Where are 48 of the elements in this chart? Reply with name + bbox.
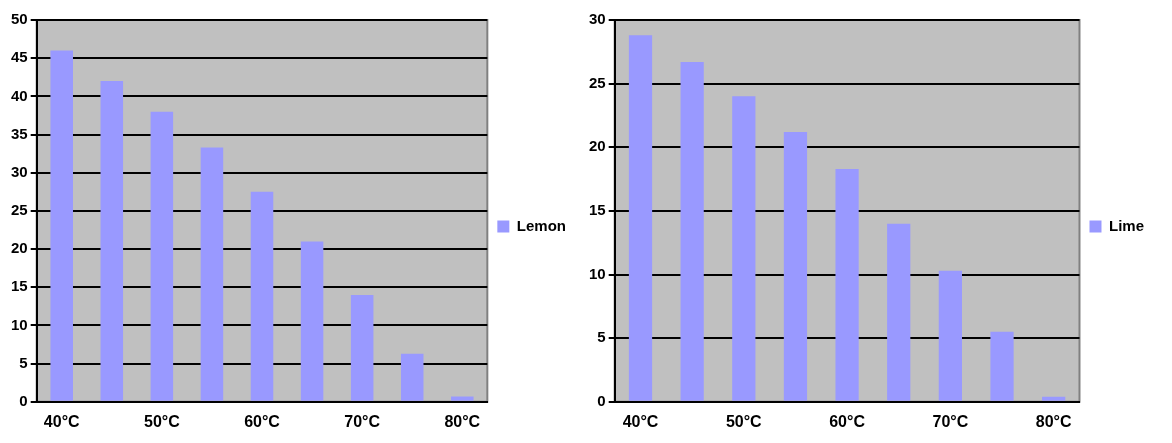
y-tick-label: 5 [19, 353, 28, 371]
y-tick-label: 20 [11, 239, 28, 257]
y-tick-label: 45 [11, 48, 28, 66]
bar [680, 62, 704, 401]
x-tick-label: 50°C [143, 412, 181, 430]
y-tick-label: 25 [589, 73, 606, 91]
bar [451, 396, 474, 401]
x-tick-label: 40°C [43, 412, 81, 430]
y-tick-label: 0 [597, 391, 606, 409]
y-tick-label: 50 [11, 10, 28, 28]
y-tick-label: 30 [589, 10, 606, 28]
bar [250, 191, 274, 401]
y-tick-label: 0 [19, 391, 28, 409]
bar [732, 96, 756, 401]
x-tick-label: 50°C [725, 412, 763, 430]
bar [350, 294, 374, 401]
x-tick-label: 40°C [622, 412, 659, 430]
bar [783, 132, 808, 401]
x-tick-label: 70°C [344, 412, 381, 430]
x-tick-label: 60°C [244, 412, 281, 430]
bar [100, 81, 124, 401]
y-tick-label: 15 [11, 277, 28, 295]
y-tick-label: 15 [589, 201, 606, 219]
x-tick-label: 60°C [829, 412, 866, 430]
bar [628, 35, 653, 401]
bar [200, 147, 224, 401]
bar [150, 111, 174, 401]
y-tick-label: 35 [11, 124, 28, 142]
legend-label: Lemon [516, 216, 566, 234]
y-tick-label: 25 [11, 201, 28, 219]
legend-label: Lime [1108, 216, 1145, 234]
bar [1042, 396, 1066, 401]
y-tick-label: 40 [11, 86, 28, 104]
y-tick-label: 20 [589, 137, 606, 155]
x-tick-label: 80°C [1035, 412, 1072, 430]
x-tick-label: 80°C [444, 412, 481, 430]
bar [50, 50, 73, 401]
bar [400, 353, 424, 401]
y-tick-label: 10 [11, 315, 28, 333]
bar [938, 270, 962, 401]
y-tick-label: 5 [597, 328, 606, 346]
bar [887, 223, 911, 401]
y-tick-label: 10 [589, 264, 606, 282]
bar [300, 241, 324, 401]
bar [990, 331, 1014, 401]
bar [835, 168, 859, 401]
y-tick-label: 30 [11, 162, 28, 180]
x-tick-label: 70°C [932, 412, 969, 430]
